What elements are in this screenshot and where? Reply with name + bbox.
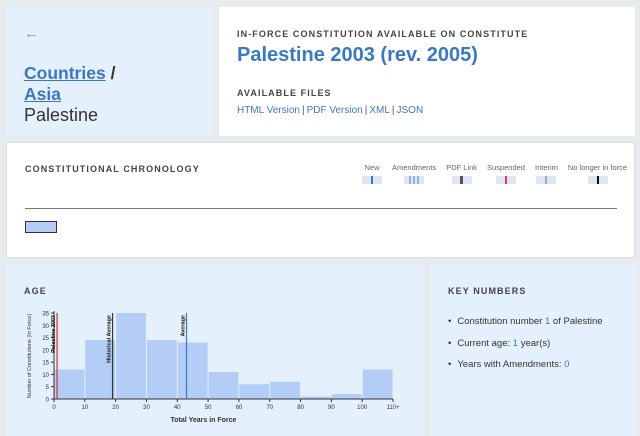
legend-swatch [536,176,557,184]
breadcrumb: Countries / Asia Palestine [24,63,115,126]
constitution-eyebrow: IN-FORCE CONSTITUTION AVAILABLE ON CONST… [237,29,529,39]
histogram-bar [362,369,393,399]
y-tick-label: 35 [42,312,49,318]
legend-label: No longer in force [567,163,628,172]
y-axis-label: Number of Constitutions (In Force) [27,314,33,399]
age-panel: AGE 0 5 10 15 20 25 30 35 0 10 20 30 40 50 60 70 80 90 100… [6,264,424,436]
timeline-axis [25,208,617,209]
key-number-item: Years with Amendments: 0 [448,359,603,370]
y-tick-label: 20 [42,348,49,354]
pdf-version-link[interactable]: PDF Version [306,105,363,116]
key-number-text: year(s) [518,337,551,349]
x-tick-label: 60 [236,405,243,411]
legend-item: Interim [535,163,558,184]
legend-label: Interim [534,163,558,172]
files-eyebrow: AVAILABLE FILES [237,88,332,98]
histogram-bar [85,340,116,399]
key-numbers-list: Constitution number 1 of Palestine Curren… [448,316,603,381]
x-tick-label: 40 [174,405,181,411]
key-number-item: Current age: 1 year(s) [448,338,603,349]
file-separator: | [391,105,395,116]
x-tick-label: 80 [297,405,304,411]
file-links: HTML Version | PDF Version | XML | JSON [237,105,423,116]
y-tick-label: 30 [42,324,49,330]
key-number-item: Constitution number 1 of Palestine [448,316,603,327]
file-separator: | [301,105,305,116]
x-tick-label: 70 [266,405,273,411]
marker-label: Historical Average [107,315,113,363]
chronology-legend: New Amendments PDF Link Suspended Interim No … [362,163,637,184]
constitution-panel: IN-FORCE CONSTITUTION AVAILABLE ON CONST… [219,7,635,136]
chronology-panel: CONSTITUTIONAL CHRONOLOGY New Amendments P… [6,142,635,258]
x-tick-label: 90 [328,405,335,411]
histogram-bar [301,396,331,399]
marker-label: Palestine 2003 [51,315,57,353]
key-numbers-eyebrow: KEY NUMBERS [448,286,527,296]
histogram-bar [270,381,301,399]
x-axis-label: Total Years in Force [171,417,237,424]
x-tick-label: 100 [357,405,368,411]
histogram-bar [146,340,177,399]
json-link[interactable]: JSON [396,105,424,116]
html-version-link[interactable]: HTML Version [237,105,300,116]
breadcrumb-panel: ← Countries / Asia Palestine [6,7,213,136]
legend-label: New [364,163,380,172]
file-separator: | [364,105,368,116]
legend-item: New [362,163,382,184]
breadcrumb-asia[interactable]: Asia [24,84,61,104]
histogram-bar [239,384,270,399]
y-tick-label: 10 [42,373,49,379]
x-tick-label: 110+ [386,405,400,411]
page-title[interactable]: Palestine 2003 (rev. 2005) [237,44,478,66]
breadcrumb-separator: / [110,63,116,83]
legend-label: Amendments [392,163,437,172]
marker-label: Average [181,315,187,337]
breadcrumb-current: Palestine [24,105,99,125]
histogram-bar [208,371,239,399]
timeline-constitution-block[interactable] [25,221,57,233]
xml-link[interactable]: XML [369,105,390,116]
arrow-left-icon[interactable]: ← [24,25,39,42]
legend-swatch [362,176,382,184]
histogram-bar [54,369,85,399]
key-number-text: Constitution number [457,316,545,327]
y-tick-label: 25 [42,336,49,342]
legend-swatch [404,176,425,184]
x-tick-label: 30 [143,405,150,411]
legend-swatch [496,176,516,184]
legend-item: Amendments [392,163,436,184]
legend-label: PDF Link [446,163,478,172]
key-number-value: 0 [564,359,570,370]
x-tick-label: 20 [112,405,119,411]
legend-item: No longer in force [568,163,627,184]
y-tick-label: 0 [46,398,50,404]
breadcrumb-countries[interactable]: Countries [24,63,106,83]
key-number-text: Years with Amendments: [457,359,565,370]
y-tick-label: 5 [46,385,50,391]
y-tick-label: 15 [42,361,49,367]
x-tick-label: 0 [52,405,56,411]
legend-item: PDF Link [446,163,477,184]
key-number-value: 1 [545,316,551,327]
age-eyebrow: AGE [24,286,47,296]
legend-label: Suspended [487,163,525,172]
key-number-text: Current age: [457,337,513,349]
key-numbers-panel: KEY NUMBERS Constitution number 1 of Pal… [430,264,635,436]
key-number-text: of Palestine [550,316,603,327]
histogram-bar [116,313,146,399]
histogram-bar [177,342,208,399]
legend-item: Suspended [487,163,525,184]
age-histogram: 0 5 10 15 20 25 30 35 0 10 20 30 40 50 60 70 80 90 100 110+… [27,311,400,424]
legend-swatch [587,176,608,184]
x-tick-label: 50 [205,405,212,411]
x-tick-label: 10 [81,405,88,411]
chronology-eyebrow: CONSTITUTIONAL CHRONOLOGY [25,164,200,174]
legend-swatch [451,176,472,184]
key-number-value: 1 [512,337,519,349]
histogram-bar [331,394,362,399]
